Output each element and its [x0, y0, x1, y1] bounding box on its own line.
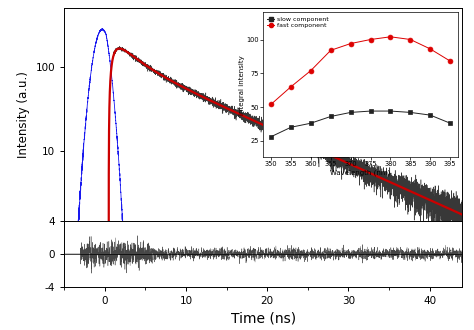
Y-axis label: Intensity (a.u.): Intensity (a.u.)	[17, 71, 30, 158]
X-axis label: Time (ns): Time (ns)	[230, 312, 296, 326]
